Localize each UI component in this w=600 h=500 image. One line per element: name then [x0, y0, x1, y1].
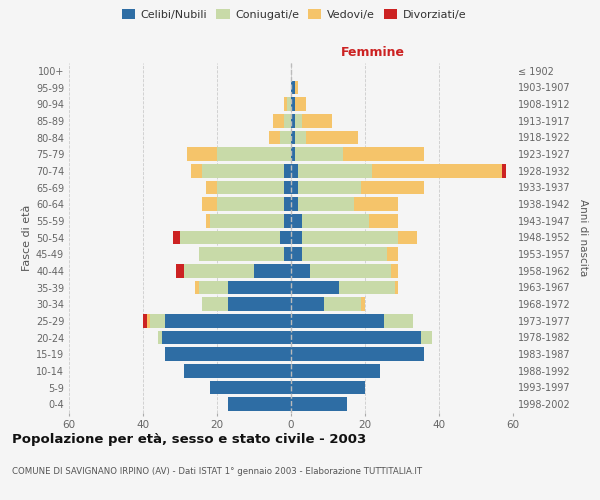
Bar: [295, 98, 306, 111]
Bar: [398, 230, 417, 244]
Bar: [291, 148, 295, 161]
Bar: [195, 280, 199, 294]
Bar: [387, 248, 398, 261]
Bar: [284, 98, 287, 111]
Bar: [199, 280, 228, 294]
Bar: [202, 164, 284, 177]
Bar: [280, 230, 291, 244]
Text: Femmine: Femmine: [341, 46, 405, 59]
Bar: [295, 114, 302, 128]
Bar: [284, 114, 291, 128]
Bar: [217, 148, 291, 161]
Bar: [184, 264, 254, 278]
Bar: [291, 314, 383, 328]
Bar: [165, 348, 291, 361]
Bar: [191, 164, 202, 177]
Bar: [302, 114, 332, 128]
Bar: [217, 198, 284, 211]
Bar: [165, 314, 291, 328]
Bar: [269, 130, 280, 144]
Bar: [383, 314, 413, 328]
Bar: [291, 380, 365, 394]
Bar: [291, 114, 295, 128]
Bar: [228, 298, 291, 311]
Bar: [161, 330, 291, 344]
Bar: [209, 380, 291, 394]
Bar: [217, 180, 284, 194]
Bar: [291, 364, 380, 378]
Bar: [291, 130, 295, 144]
Bar: [206, 180, 217, 194]
Bar: [373, 164, 502, 177]
Bar: [280, 130, 291, 144]
Bar: [361, 180, 424, 194]
Bar: [228, 398, 291, 411]
Bar: [295, 130, 306, 144]
Bar: [209, 214, 284, 228]
Bar: [361, 298, 365, 311]
Bar: [291, 264, 310, 278]
Bar: [291, 330, 421, 344]
Bar: [180, 230, 280, 244]
Bar: [291, 398, 347, 411]
Bar: [298, 164, 373, 177]
Bar: [176, 264, 184, 278]
Bar: [291, 180, 298, 194]
Bar: [502, 164, 506, 177]
Bar: [284, 214, 291, 228]
Bar: [295, 80, 298, 94]
Bar: [284, 198, 291, 211]
Bar: [143, 314, 147, 328]
Bar: [395, 280, 398, 294]
Bar: [354, 198, 398, 211]
Bar: [206, 214, 209, 228]
Bar: [298, 180, 361, 194]
Bar: [310, 264, 391, 278]
Bar: [254, 264, 291, 278]
Bar: [202, 298, 228, 311]
Bar: [151, 314, 165, 328]
Bar: [272, 114, 284, 128]
Bar: [291, 298, 325, 311]
Bar: [187, 148, 217, 161]
Bar: [147, 314, 151, 328]
Bar: [184, 364, 291, 378]
Bar: [291, 198, 298, 211]
Bar: [173, 230, 180, 244]
Bar: [302, 214, 369, 228]
Bar: [421, 330, 431, 344]
Bar: [339, 280, 395, 294]
Bar: [284, 248, 291, 261]
Bar: [284, 164, 291, 177]
Bar: [291, 214, 302, 228]
Legend: Celibi/Nubili, Coniugati/e, Vedovi/e, Divorziati/e: Celibi/Nubili, Coniugati/e, Vedovi/e, Di…: [118, 6, 470, 23]
Bar: [368, 214, 398, 228]
Bar: [291, 348, 424, 361]
Bar: [228, 280, 291, 294]
Bar: [343, 148, 424, 161]
Bar: [291, 248, 302, 261]
Bar: [325, 298, 361, 311]
Bar: [291, 230, 302, 244]
Bar: [287, 98, 291, 111]
Text: Popolazione per età, sesso e stato civile - 2003: Popolazione per età, sesso e stato civil…: [12, 432, 366, 446]
Bar: [391, 264, 398, 278]
Bar: [302, 230, 398, 244]
Y-axis label: Anni di nascita: Anni di nascita: [578, 199, 587, 276]
Bar: [302, 248, 387, 261]
Bar: [291, 98, 295, 111]
Bar: [291, 80, 295, 94]
Bar: [298, 198, 354, 211]
Bar: [284, 180, 291, 194]
Bar: [306, 130, 358, 144]
Text: COMUNE DI SAVIGNANO IRPINO (AV) - Dati ISTAT 1° gennaio 2003 - Elaborazione TUTT: COMUNE DI SAVIGNANO IRPINO (AV) - Dati I…: [12, 468, 422, 476]
Bar: [199, 248, 284, 261]
Bar: [202, 198, 217, 211]
Y-axis label: Fasce di età: Fasce di età: [22, 204, 32, 270]
Bar: [295, 148, 343, 161]
Bar: [291, 164, 298, 177]
Bar: [291, 280, 339, 294]
Bar: [158, 330, 161, 344]
